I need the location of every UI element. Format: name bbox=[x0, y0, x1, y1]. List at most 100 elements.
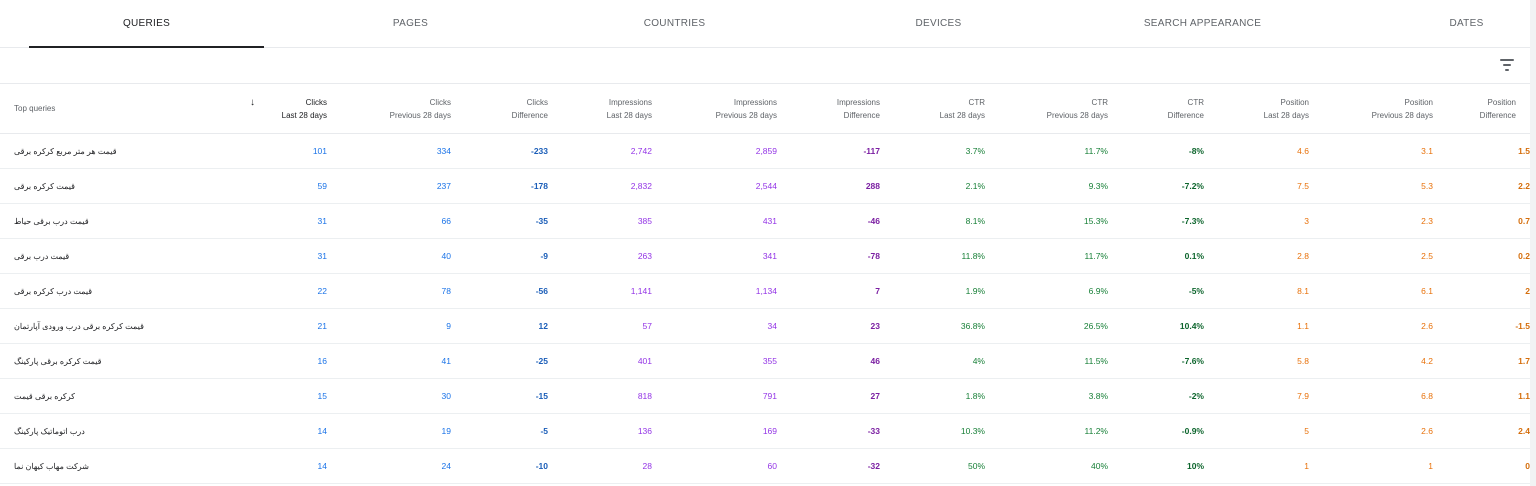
impressions-previous-cell: 169 bbox=[652, 413, 777, 449]
clicks-difference-cell: -9 bbox=[451, 238, 548, 274]
column-header-clicks-last[interactable]: Clicks Last 28 days bbox=[200, 84, 327, 134]
column-header-impressions-last[interactable]: Impressions Last 28 days bbox=[548, 84, 652, 134]
table-row[interactable]: قیمت هر متر مربع کرکره برقی 101 334 -233 2,7… bbox=[0, 133, 1530, 169]
clicks-previous-cell: 78 bbox=[327, 273, 451, 309]
position-difference-cell: 0 bbox=[1433, 448, 1530, 484]
table-row[interactable]: کرکره برقی قیمت 15 30 -15 818 791 27 1.8% 3.8% -2… bbox=[0, 378, 1530, 414]
table-row[interactable]: قیمت درب کرکره برقی 22 78 -56 1,141 1,134 7 1.9… bbox=[0, 273, 1530, 309]
ctr-last-cell: 11.8% bbox=[880, 238, 985, 274]
impressions-last-cell: 136 bbox=[548, 413, 652, 449]
query-cell[interactable]: قیمت درب کرکره برقی bbox=[0, 273, 200, 309]
column-header-position-difference[interactable]: Position Difference bbox=[1433, 84, 1530, 134]
column-period-label: Previous 28 days bbox=[715, 110, 777, 120]
column-metric-label: Impressions bbox=[608, 97, 652, 107]
column-header-position-last[interactable]: Position Last 28 days bbox=[1204, 84, 1309, 134]
impressions-difference-cell: 7 bbox=[777, 273, 880, 309]
tab-queries[interactable]: QUERIES bbox=[29, 0, 264, 48]
clicks-previous-cell: 66 bbox=[327, 203, 451, 239]
position-last-cell: 1.1 bbox=[1204, 308, 1309, 344]
column-metric-label: Position bbox=[1487, 97, 1516, 107]
ctr-difference-cell: -2% bbox=[1108, 378, 1204, 414]
position-previous-cell: 6.8 bbox=[1309, 378, 1433, 414]
query-cell[interactable]: قیمت درب برقی حیاط bbox=[0, 203, 200, 239]
column-period-label: Previous 28 days bbox=[1046, 110, 1108, 120]
query-cell[interactable]: درب اتوماتیک پارکینگ bbox=[0, 413, 200, 449]
column-header-clicks-difference[interactable]: Clicks Difference bbox=[451, 84, 548, 134]
impressions-difference-cell: 288 bbox=[777, 168, 880, 204]
position-difference-cell: 2.2 bbox=[1433, 168, 1530, 204]
table-row[interactable]: قیمت کرکره برقی پارکینگ 16 41 -25 401 355 46 4%… bbox=[0, 343, 1530, 379]
column-header-ctr-previous[interactable]: CTR Previous 28 days bbox=[985, 84, 1108, 134]
tab-dates[interactable]: DATES bbox=[1449, 18, 1484, 29]
position-previous-cell: 6.1 bbox=[1309, 273, 1433, 309]
position-difference-cell: 1.1 bbox=[1433, 378, 1530, 414]
clicks-previous-cell: 24 bbox=[327, 448, 451, 484]
query-cell[interactable]: قیمت کرکره برقی درب ورودی آپارتمان bbox=[0, 308, 200, 344]
column-period-label: Last 28 days bbox=[1263, 110, 1309, 120]
impressions-last-cell: 263 bbox=[548, 238, 652, 274]
filter-list-icon[interactable] bbox=[1500, 59, 1514, 71]
query-cell[interactable]: قیمت درب برقی bbox=[0, 238, 200, 274]
clicks-last-cell: 16 bbox=[200, 343, 327, 379]
ctr-last-cell: 1.8% bbox=[880, 378, 985, 414]
position-last-cell: 2.8 bbox=[1204, 238, 1309, 274]
table-row[interactable]: شرکت مهاب کیهان نما 14 24 -10 28 60 -32 50% 40% 1… bbox=[0, 448, 1530, 484]
tab-devices[interactable]: DEVICES bbox=[915, 18, 962, 29]
ctr-previous-cell: 9.3% bbox=[985, 168, 1108, 204]
impressions-previous-cell: 791 bbox=[652, 378, 777, 414]
ctr-previous-cell: 11.5% bbox=[985, 343, 1108, 379]
clicks-previous-cell: 41 bbox=[327, 343, 451, 379]
column-header-impressions-previous[interactable]: Impressions Previous 28 days bbox=[652, 84, 777, 134]
tab-pages[interactable]: PAGES bbox=[392, 18, 429, 29]
impressions-previous-cell: 60 bbox=[652, 448, 777, 484]
query-cell[interactable]: شرکت مهاب کیهان نما bbox=[0, 448, 200, 484]
clicks-last-cell: 21 bbox=[200, 308, 327, 344]
position-difference-cell: 0.2 bbox=[1433, 238, 1530, 274]
ctr-last-cell: 1.9% bbox=[880, 273, 985, 309]
column-period-label: Difference bbox=[843, 110, 880, 120]
table-row[interactable]: درب اتوماتیک پارکینگ 14 19 -5 136 169 -33 10.3%… bbox=[0, 413, 1530, 449]
column-header-ctr-last[interactable]: CTR Last 28 days bbox=[880, 84, 985, 134]
tab-search-appearance[interactable]: SEARCH APPEARANCE bbox=[1143, 18, 1262, 29]
table-row[interactable]: قیمت درب برقی 31 40 -9 263 341 -78 11.8% 11.7% 0.… bbox=[0, 238, 1530, 274]
impressions-difference-cell: -32 bbox=[777, 448, 880, 484]
impressions-previous-cell: 34 bbox=[652, 308, 777, 344]
position-last-cell: 7.5 bbox=[1204, 168, 1309, 204]
impressions-last-cell: 57 bbox=[548, 308, 652, 344]
column-metric-label: Position bbox=[1280, 97, 1309, 107]
column-header-position-previous[interactable]: Position Previous 28 days bbox=[1309, 84, 1433, 134]
column-period-label: Last 28 days bbox=[939, 110, 985, 120]
tab-countries[interactable]: COUNTRIES bbox=[643, 18, 706, 29]
table-row[interactable]: قیمت درب برقی حیاط 31 66 -35 385 431 -46 8.1% 15… bbox=[0, 203, 1530, 239]
column-header-top-queries[interactable]: Top queries bbox=[0, 84, 200, 134]
clicks-difference-cell: 12 bbox=[451, 308, 548, 344]
impressions-previous-cell: 341 bbox=[652, 238, 777, 274]
impressions-difference-cell: 23 bbox=[777, 308, 880, 344]
position-previous-cell: 5.3 bbox=[1309, 168, 1433, 204]
clicks-difference-cell: -35 bbox=[451, 203, 548, 239]
query-cell[interactable]: قیمت هر متر مربع کرکره برقی bbox=[0, 133, 200, 169]
column-header-ctr-difference[interactable]: CTR Difference bbox=[1108, 84, 1204, 134]
column-period-label: Previous 28 days bbox=[1371, 110, 1433, 120]
column-period-label: Previous 28 days bbox=[389, 110, 451, 120]
clicks-last-cell: 14 bbox=[200, 413, 327, 449]
ctr-difference-cell: -7.3% bbox=[1108, 203, 1204, 239]
clicks-last-cell: 15 bbox=[200, 378, 327, 414]
table-row[interactable]: قیمت کرکره برقی 59 237 -178 2,832 2,544 288 2.1… bbox=[0, 168, 1530, 204]
query-cell[interactable]: قیمت کرکره برقی پارکینگ bbox=[0, 343, 200, 379]
ctr-previous-cell: 11.7% bbox=[985, 238, 1108, 274]
clicks-last-cell: 31 bbox=[200, 238, 327, 274]
column-header-clicks-previous[interactable]: Clicks Previous 28 days bbox=[327, 84, 451, 134]
table-row[interactable]: قیمت کرکره برقی درب ورودی آپارتمان 21 9 12 5… bbox=[0, 308, 1530, 344]
ctr-previous-cell: 15.3% bbox=[985, 203, 1108, 239]
column-metric-label: Clicks bbox=[526, 97, 548, 107]
clicks-difference-cell: -10 bbox=[451, 448, 548, 484]
position-previous-cell: 2.6 bbox=[1309, 413, 1433, 449]
column-header-impressions-difference[interactable]: Impressions Difference bbox=[777, 84, 880, 134]
column-metric-label: Impressions bbox=[733, 97, 777, 107]
impressions-difference-cell: -78 bbox=[777, 238, 880, 274]
query-cell[interactable]: قیمت کرکره برقی bbox=[0, 168, 200, 204]
clicks-difference-cell: -25 bbox=[451, 343, 548, 379]
query-cell[interactable]: کرکره برقی قیمت bbox=[0, 378, 200, 414]
position-last-cell: 8.1 bbox=[1204, 273, 1309, 309]
